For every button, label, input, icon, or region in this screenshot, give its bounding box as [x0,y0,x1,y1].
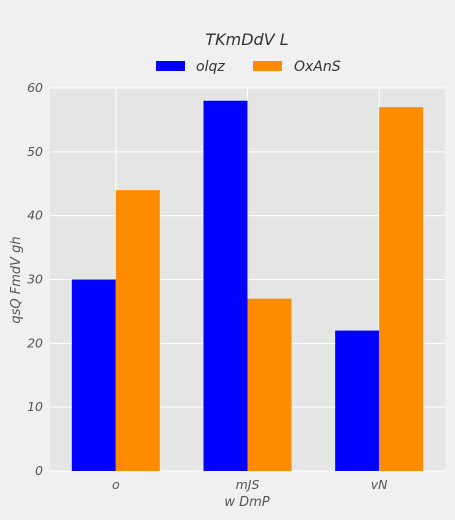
y-tick-label: 0 [35,463,43,478]
bar-oxans-vn [379,107,424,472]
y-tick-labels: 0 10 20 30 40 50 60 [27,80,43,478]
bar-oxans-o [115,190,160,471]
y-tick-label: 30 [27,272,43,287]
legend-swatch-olqz [156,61,185,71]
y-tick-label: 20 [27,335,43,350]
bar-olqz-mjs [203,100,248,472]
bar-oxans-mjs [247,298,292,471]
y-tick-label: 40 [27,208,43,223]
legend-label-oxans: OxAnS [294,59,341,75]
y-axis-label: qsQ FmdV gh [9,236,24,323]
y-tick-label: 60 [27,80,43,95]
legend: olqz OxAnS [156,59,341,75]
legend-swatch-oxans [253,61,282,71]
x-axis-label: w DmP [224,495,269,510]
bar-olqz-vn [335,330,380,471]
x-tick-label: o [112,477,120,492]
y-tick-label: 10 [27,399,43,414]
x-tick-label: vN [371,477,388,492]
y-tick-label: 50 [27,144,43,159]
x-tick-labels: o mJS vN [112,477,388,492]
chart-title: TKmDdV L [205,30,288,49]
bars [71,100,424,472]
legend-label-olqz: olqz [196,59,225,75]
x-tick-label: mJS [236,477,260,492]
bar-olqz-o [71,279,116,471]
